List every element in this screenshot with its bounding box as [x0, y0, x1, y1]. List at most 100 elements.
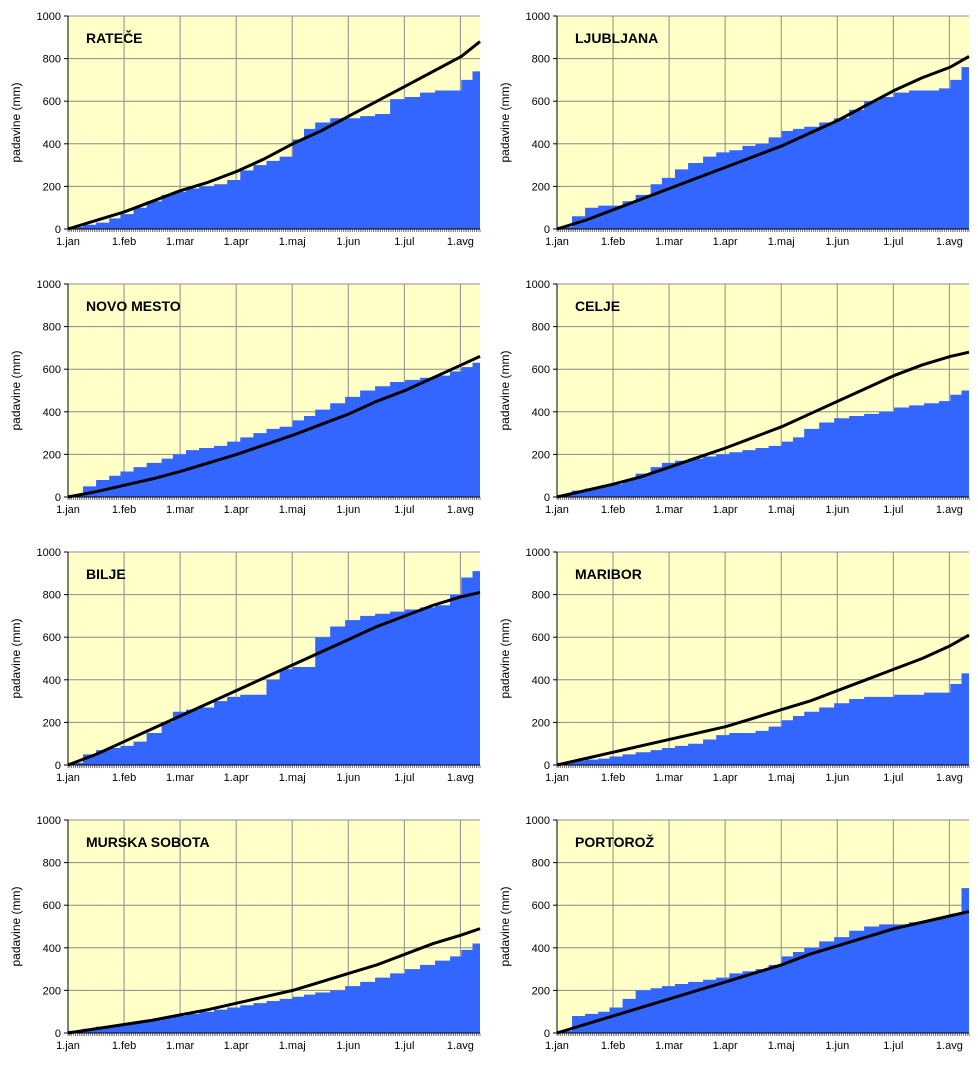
- station-chart: 0 200 400 600 800 1000 1.jan 1.feb 1.mar 1.apr 1.m…: [0, 536, 489, 804]
- x-tick-label: 1.jun: [825, 772, 849, 784]
- x-tick-label: 1.jun: [336, 772, 360, 784]
- y-tick-label: 600: [532, 900, 550, 912]
- x-tick-label: 1.avg: [936, 1040, 963, 1052]
- x-tick-label: 1.jan: [56, 1040, 80, 1052]
- x-tick-label: 1.jun: [825, 504, 849, 516]
- x-tick-label: 1.jan: [545, 772, 569, 784]
- station-chart: 0 200 400 600 800 1000 1.jan 1.feb 1.mar 1.apr 1.m…: [0, 268, 489, 536]
- chart-svg: 0 200 400 600 800 1000 1.jan 1.feb 1.mar 1.apr 1.m…: [498, 11, 970, 248]
- station-title: CELJE: [575, 298, 620, 314]
- y-tick-label: 200: [532, 181, 550, 193]
- x-tick-label: 1.feb: [112, 504, 136, 516]
- x-tick-label: 1.jun: [825, 236, 849, 248]
- y-tick-label: 1000: [37, 11, 61, 23]
- y-tick-label: 800: [43, 54, 61, 66]
- y-tick-label: 600: [43, 632, 61, 644]
- x-tick-label: 1.mar: [166, 772, 194, 784]
- x-tick-label: 1.jul: [394, 1040, 414, 1052]
- x-tick-label: 1.maj: [768, 772, 795, 784]
- x-tick-label: 1.maj: [279, 772, 306, 784]
- y-axis-label: padavine (mm): [9, 350, 23, 430]
- x-tick-label: 1.feb: [601, 236, 625, 248]
- x-tick-label: 1.jul: [883, 504, 903, 516]
- y-tick-label: 1000: [526, 11, 550, 23]
- x-tick-label: 1.mar: [655, 772, 683, 784]
- line-series: [556, 350, 970, 499]
- x-tick-label: 1.mar: [655, 504, 683, 516]
- x-tick-label: 1.apr: [224, 236, 249, 248]
- x-tick-label: 1.maj: [768, 236, 795, 248]
- station-title: NOVO MESTO: [86, 298, 181, 314]
- x-tick-label: 1.jan: [545, 236, 569, 248]
- x-tick-label: 1.mar: [166, 236, 194, 248]
- line-series: [67, 927, 481, 1035]
- station-title: MARIBOR: [575, 566, 642, 582]
- y-tick-label: 800: [43, 858, 61, 870]
- y-tick-label: 200: [43, 181, 61, 193]
- x-tick-label: 1.jul: [883, 236, 903, 248]
- x-tick-label: 1.apr: [713, 1040, 738, 1052]
- x-minor-ticks: [67, 229, 481, 232]
- station-title: PORTOROŽ: [575, 833, 655, 850]
- y-tick-label: 600: [43, 96, 61, 108]
- chart-svg: 0 200 400 600 800 1000 1.jan 1.feb 1.mar 1.apr 1.m…: [498, 279, 970, 516]
- x-tick-label: 1.apr: [224, 1040, 249, 1052]
- x-tick-label: 1.feb: [112, 236, 136, 248]
- y-tick-label: 0: [544, 492, 550, 504]
- chart-svg: 0 200 400 600 800 1000 1.jan 1.feb 1.mar 1.apr 1.m…: [9, 279, 481, 516]
- x-tick-label: 1.apr: [224, 772, 249, 784]
- y-tick-label: 1000: [526, 547, 550, 559]
- x-tick-label: 1.jan: [545, 504, 569, 516]
- x-minor-ticks: [67, 765, 481, 768]
- y-tick-label: 800: [532, 54, 550, 66]
- x-tick-label: 1.maj: [279, 504, 306, 516]
- y-tick-label: 0: [55, 760, 61, 772]
- station-chart: 0 200 400 600 800 1000 1.jan 1.feb 1.mar 1.apr 1.m…: [489, 804, 978, 1072]
- x-tick-label: 1.mar: [655, 1040, 683, 1052]
- y-tick-label: 200: [532, 449, 550, 461]
- x-tick-label: 1.jun: [336, 236, 360, 248]
- station-title: BILJE: [86, 566, 126, 582]
- chart-svg: 0 200 400 600 800 1000 1.jan 1.feb 1.mar 1.apr 1.m…: [498, 547, 970, 784]
- x-tick-label: 1.avg: [936, 504, 963, 516]
- x-tick-label: 1.feb: [112, 772, 136, 784]
- y-axis-label: padavine (mm): [9, 618, 23, 698]
- chart-svg: 0 200 400 600 800 1000 1.jan 1.feb 1.mar 1.apr 1.m…: [9, 547, 481, 784]
- x-tick-label: 1.mar: [166, 1040, 194, 1052]
- chart-svg: 0 200 400 600 800 1000 1.jan 1.feb 1.mar 1.apr 1.m…: [498, 815, 970, 1052]
- x-tick-label: 1.avg: [447, 772, 474, 784]
- x-tick-label: 1.jan: [56, 772, 80, 784]
- y-tick-label: 600: [43, 364, 61, 376]
- y-tick-label: 1000: [37, 279, 61, 291]
- y-tick-label: 800: [43, 322, 61, 334]
- x-minor-ticks: [556, 765, 970, 768]
- y-tick-label: 0: [544, 760, 550, 772]
- x-tick-label: 1.jul: [394, 772, 414, 784]
- line-series: [67, 355, 481, 499]
- y-tick-label: 400: [532, 139, 550, 151]
- x-tick-label: 1.jan: [56, 504, 80, 516]
- y-tick-label: 400: [532, 675, 550, 687]
- y-tick-label: 200: [532, 717, 550, 729]
- x-tick-label: 1.apr: [713, 504, 738, 516]
- y-tick-label: 400: [43, 407, 61, 419]
- station-chart: 0 200 400 600 800 1000 1.jan 1.feb 1.mar 1.apr 1.m…: [0, 804, 489, 1072]
- x-tick-label: 1.jul: [883, 772, 903, 784]
- y-tick-label: 1000: [526, 815, 550, 827]
- y-axis-label: padavine (mm): [498, 350, 512, 430]
- area-series: [68, 67, 480, 230]
- x-tick-label: 1.feb: [601, 772, 625, 784]
- station-chart: 0 200 400 600 800 1000 1.jan 1.feb 1.mar 1.apr 1.m…: [489, 268, 978, 536]
- line-series: [67, 40, 481, 231]
- x-tick-label: 1.maj: [768, 504, 795, 516]
- line-series: [556, 910, 970, 1035]
- y-tick-label: 400: [43, 139, 61, 151]
- y-axis-label: padavine (mm): [498, 82, 512, 162]
- y-tick-label: 200: [43, 985, 61, 997]
- x-tick-label: 1.jan: [56, 236, 80, 248]
- y-tick-label: 800: [532, 590, 550, 602]
- x-tick-label: 1.apr: [224, 504, 249, 516]
- y-tick-label: 1000: [37, 815, 61, 827]
- area-series: [557, 883, 969, 1033]
